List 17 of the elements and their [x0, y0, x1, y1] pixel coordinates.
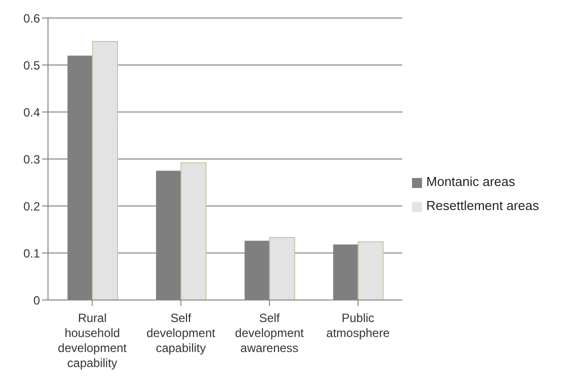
bar	[180, 162, 207, 300]
y-tick-label: 0.4	[23, 105, 40, 120]
y-tick-label: 0	[33, 293, 40, 308]
y-tick-label: 0.5	[23, 58, 40, 72]
y-tick-label: 0.1	[23, 246, 40, 260]
legend-label: Montanic areas	[426, 174, 516, 189]
bar	[269, 236, 296, 300]
x-tick-label: Self development awareness	[235, 311, 304, 355]
bar	[358, 241, 384, 300]
x-tick-label: Rural household development capability	[58, 311, 128, 370]
x-tick-label: Public atmosphere	[326, 311, 390, 340]
bar	[92, 41, 118, 300]
y-tick-label: 0.6	[23, 11, 40, 26]
x-tick-label: Self development capability	[146, 311, 216, 355]
y-tick-label: 0.2	[23, 199, 40, 214]
y-tick-label: 0.3	[23, 152, 40, 166]
legend-label: Resettlement areas	[426, 198, 539, 213]
